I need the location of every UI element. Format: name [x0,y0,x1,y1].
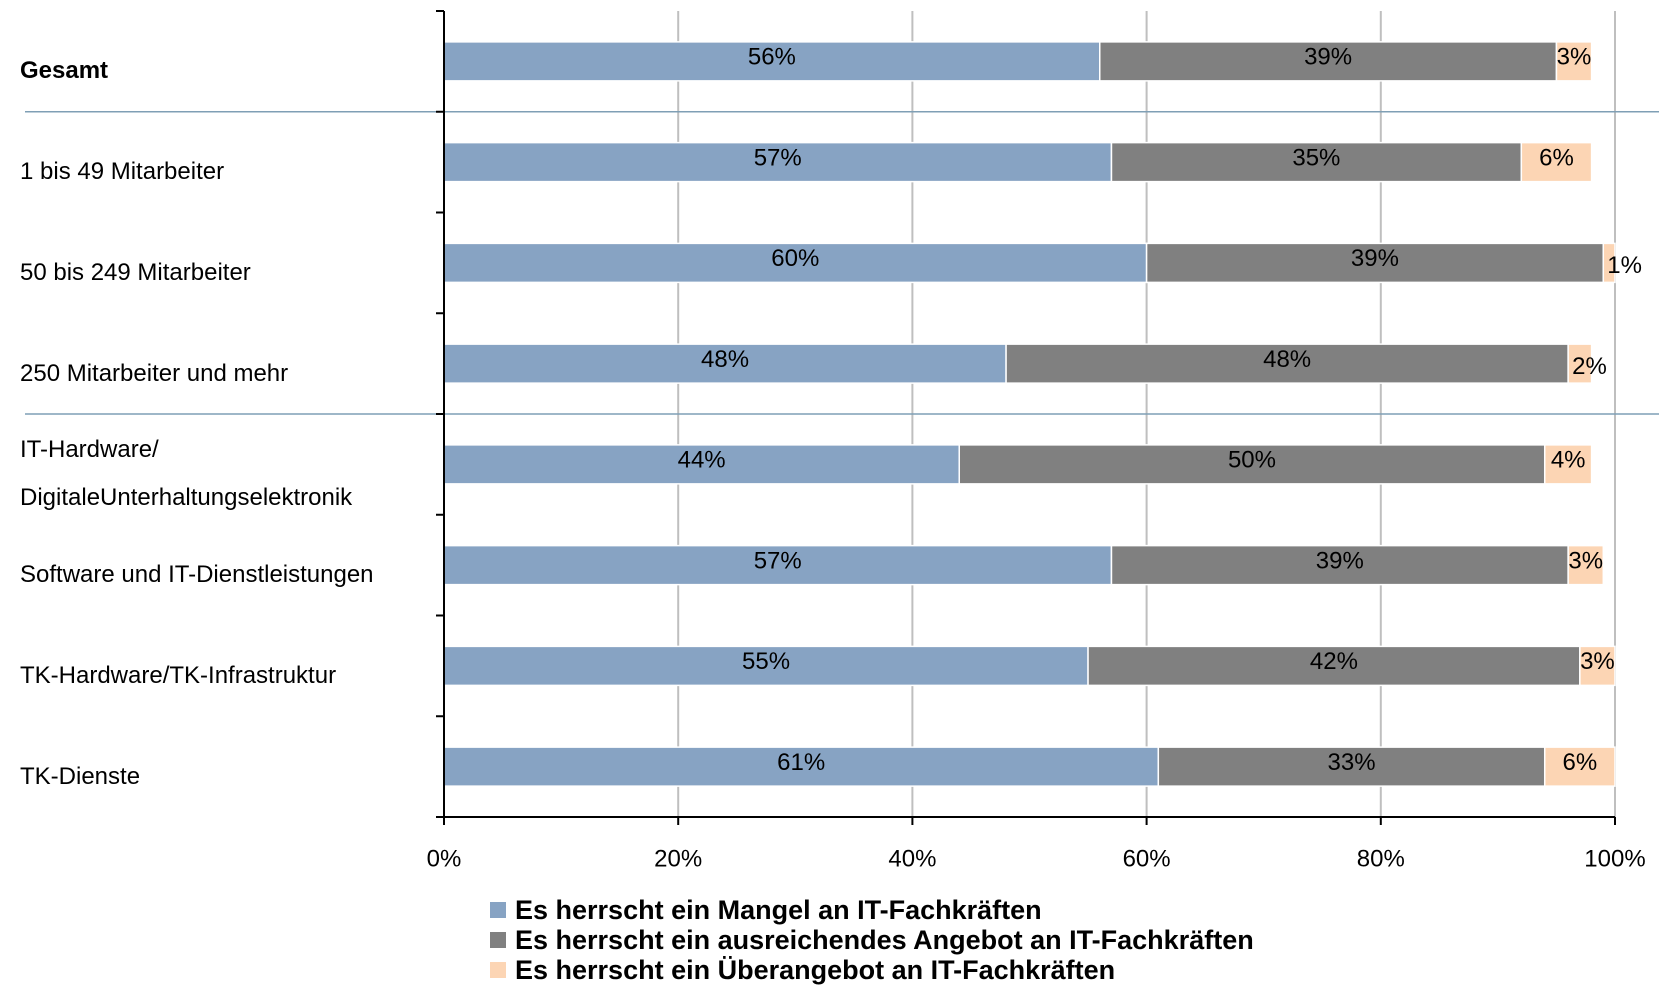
value-label: 57% [754,144,802,171]
bar-segment [1567,544,1605,586]
value-label: 48% [1263,346,1311,373]
value-label: 39% [1304,44,1352,71]
legend: Es herrscht ein Mangel an IT-Fachkräften… [490,895,1254,985]
value-label: 39% [1316,547,1364,574]
value-label: 6% [1563,749,1598,776]
bar-segment [958,444,1546,485]
bar-segment [1602,242,1616,284]
value-label: 61% [777,749,825,776]
value-label: 55% [742,648,790,675]
legend-label: Es herrscht ein Überangebot an IT-Fachkr… [515,955,1115,985]
y-tick-label: Gesamt [20,57,109,85]
bar-segment [1579,645,1616,687]
y-tick-label: 250 Mitarbeiter und mehr [20,359,289,387]
legend-swatch [490,932,506,948]
legend-swatch [490,962,506,978]
bar-segment [443,645,1089,687]
value-label: 42% [1310,648,1358,675]
value-label: 35% [1292,144,1340,171]
value-label: 57% [754,547,802,574]
legend-label: Es herrscht ein ausreichendes Angebot an… [515,925,1254,955]
bar-segment [1110,141,1523,183]
value-label: 39% [1351,245,1399,272]
value-label: 50% [1228,447,1276,474]
x-tick-label: 100% [1584,845,1645,872]
bar-segment [1145,242,1605,284]
y-tick-label: IT-Hardware/ DigitaleUnterhaltungselektr… [20,436,353,512]
value-label: 6% [1539,144,1574,171]
bar-segment [443,242,1148,284]
bar-segment [1005,343,1569,384]
x-tick-label: 80% [1357,845,1405,872]
value-label: 60% [771,245,819,272]
y-tick-label: 1 bis 49 Mitarbeiter [20,158,225,186]
value-label: 33% [1328,749,1376,776]
y-tick-label: TK-Hardware/TK-Infrastruktur [20,661,337,689]
bar-segment [443,444,960,485]
value-label: 3% [1568,547,1603,574]
bar-segment [1157,746,1546,787]
bar-segment [1543,746,1616,787]
x-tick-label: 60% [1123,845,1171,872]
x-tick-label: 0% [427,845,462,872]
value-label: 56% [748,44,796,71]
legend-swatch [490,902,506,918]
x-tick-label: 40% [888,845,936,872]
value-label: 48% [701,346,749,373]
bar-segment [443,343,1007,384]
bar-segment [1543,444,1593,485]
value-label: 44% [678,447,726,474]
bar-segment [1555,41,1593,82]
value-label: 3% [1580,648,1615,675]
y-tick-label: TK-Dienste [20,762,141,790]
legend-label: Es herrscht ein Mangel an IT-Fachkräften [515,895,1042,925]
y-tick-label: Software und IT-Dienstleistungen [20,561,374,589]
bar-segment [1099,41,1558,82]
x-tick-label: 20% [654,845,702,872]
bar-segment [1520,141,1593,183]
y-tick-label: 50 bis 249 Mitarbeiter [20,258,251,286]
value-label: 3% [1557,44,1592,71]
bar-segment [1087,645,1581,687]
value-label: 1% [1607,252,1642,279]
bar-segment [1567,343,1593,384]
bar-segment [443,41,1101,82]
value-label: 4% [1551,447,1586,474]
value-label: 2% [1572,353,1607,380]
